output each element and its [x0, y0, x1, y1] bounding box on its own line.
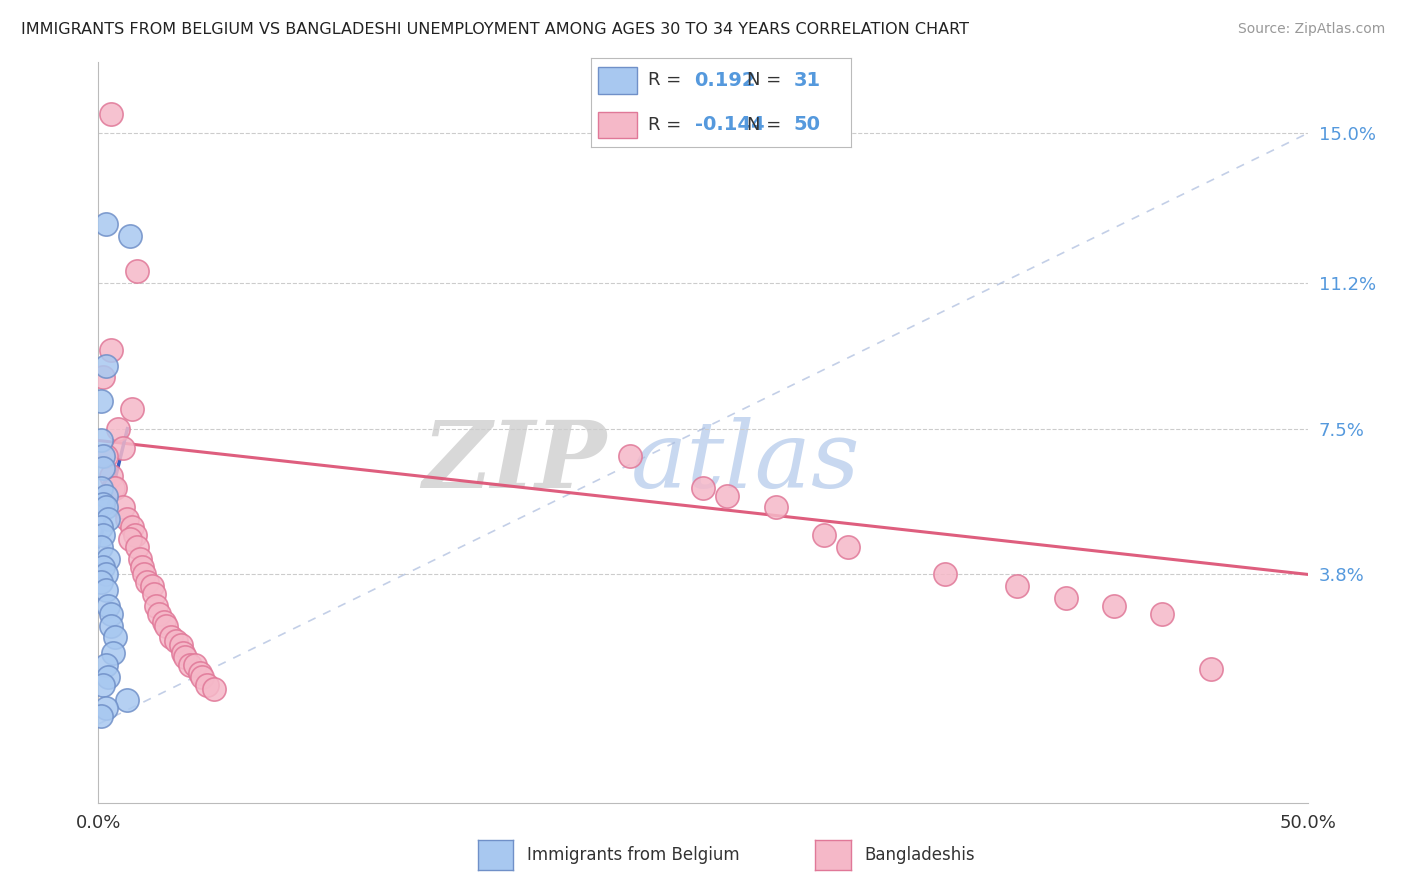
- Point: [104, 631, 127, 645]
- Point: [165, 634, 187, 648]
- Point: [141, 579, 163, 593]
- Point: [145, 599, 167, 613]
- Point: [97, 512, 120, 526]
- Point: [100, 106, 122, 120]
- Point: [101, 481, 124, 495]
- Text: IMMIGRANTS FROM BELGIUM VS BANGLADESHI UNEMPLOYMENT AMONG AGES 30 TO 34 YEARS CO: IMMIGRANTS FROM BELGIUM VS BANGLADESHI U…: [21, 22, 969, 37]
- Point: [91, 528, 114, 542]
- Point: [97, 670, 120, 684]
- Point: [94, 217, 117, 231]
- Point: [121, 520, 143, 534]
- Point: [94, 489, 117, 503]
- Point: [91, 678, 114, 692]
- Point: [837, 540, 859, 554]
- Point: [94, 500, 117, 515]
- Point: [118, 532, 141, 546]
- Point: [1102, 599, 1125, 613]
- Point: [143, 587, 166, 601]
- Point: [91, 496, 114, 510]
- Point: [191, 670, 214, 684]
- Point: [127, 540, 149, 554]
- Point: [184, 657, 207, 672]
- Text: Bangladeshis: Bangladeshis: [865, 847, 976, 864]
- Point: [90, 709, 112, 723]
- Point: [1054, 591, 1077, 605]
- Point: [169, 638, 191, 652]
- Text: ZIP: ZIP: [422, 417, 606, 508]
- Point: [134, 567, 156, 582]
- Point: [148, 607, 170, 621]
- Point: [117, 693, 139, 707]
- Point: [155, 618, 177, 632]
- Text: N =: N =: [747, 116, 780, 134]
- Point: [179, 657, 201, 672]
- Point: [131, 559, 153, 574]
- Text: R =: R =: [648, 116, 681, 134]
- Point: [692, 481, 714, 495]
- Point: [1199, 662, 1222, 676]
- Point: [813, 528, 835, 542]
- Point: [127, 264, 149, 278]
- Bar: [599, 67, 637, 94]
- Point: [172, 646, 194, 660]
- Point: [90, 575, 112, 590]
- Text: N =: N =: [747, 71, 780, 89]
- Point: [97, 599, 120, 613]
- Point: [91, 449, 114, 463]
- Point: [101, 646, 124, 660]
- Point: [107, 422, 129, 436]
- Text: -0.144: -0.144: [695, 115, 765, 135]
- Point: [124, 528, 146, 542]
- Point: [111, 500, 134, 515]
- Point: [94, 657, 117, 672]
- Point: [160, 631, 183, 645]
- Point: [188, 665, 211, 680]
- Text: Source: ZipAtlas.com: Source: ZipAtlas.com: [1237, 22, 1385, 37]
- Point: [152, 615, 174, 629]
- Point: [94, 567, 117, 582]
- Text: 31: 31: [793, 70, 821, 90]
- Point: [91, 370, 114, 384]
- Point: [934, 567, 956, 582]
- Point: [1007, 579, 1029, 593]
- Point: [619, 449, 641, 463]
- Point: [90, 540, 112, 554]
- Point: [121, 402, 143, 417]
- Point: [204, 681, 226, 696]
- Point: [174, 650, 197, 665]
- Point: [1152, 607, 1174, 621]
- Point: [128, 551, 150, 566]
- Point: [100, 469, 122, 483]
- Point: [135, 575, 157, 590]
- Point: [94, 449, 117, 463]
- Point: [90, 394, 112, 409]
- Text: atlas: atlas: [630, 417, 860, 508]
- Point: [111, 442, 134, 456]
- Point: [117, 512, 139, 526]
- Point: [765, 500, 787, 515]
- Point: [91, 559, 114, 574]
- Point: [90, 481, 112, 495]
- Point: [716, 489, 738, 503]
- Point: [94, 583, 117, 598]
- Point: [195, 678, 218, 692]
- Point: [104, 481, 127, 495]
- Point: [90, 434, 112, 448]
- Point: [118, 228, 141, 243]
- Bar: [599, 112, 637, 138]
- Text: Immigrants from Belgium: Immigrants from Belgium: [527, 847, 740, 864]
- Text: 0.192: 0.192: [695, 70, 756, 90]
- Point: [91, 461, 114, 475]
- Point: [90, 520, 112, 534]
- Text: R =: R =: [648, 71, 681, 89]
- Point: [97, 551, 120, 566]
- Point: [94, 701, 117, 715]
- Point: [100, 607, 122, 621]
- Point: [100, 618, 122, 632]
- Text: 50: 50: [793, 115, 821, 135]
- Point: [94, 359, 117, 373]
- Point: [100, 343, 122, 357]
